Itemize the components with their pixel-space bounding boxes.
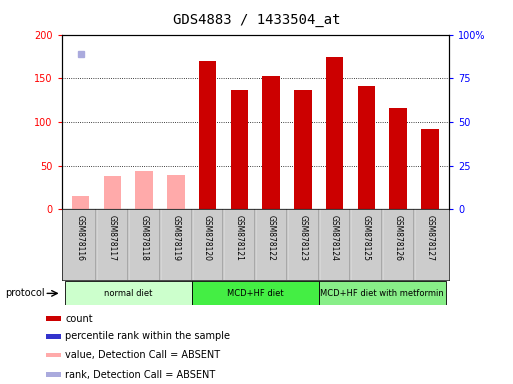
Bar [294, 91, 311, 209]
Bar [389, 108, 407, 209]
Text: MCD+HF diet with metformin: MCD+HF diet with metformin [320, 289, 444, 298]
Bar [231, 89, 248, 209]
Text: GSM878127: GSM878127 [425, 215, 435, 261]
Text: GSM878120: GSM878120 [203, 215, 212, 261]
Text: GSM878126: GSM878126 [393, 215, 403, 261]
Bar [46, 316, 61, 321]
Bar [46, 334, 61, 339]
Bar [167, 175, 185, 209]
Text: normal diet: normal diet [104, 289, 152, 298]
Bar [326, 57, 343, 209]
Text: GDS4883 / 1433504_at: GDS4883 / 1433504_at [173, 13, 340, 27]
Bar [46, 372, 61, 377]
Text: GSM878118: GSM878118 [140, 215, 149, 261]
Bar [104, 176, 121, 209]
Bar [72, 196, 89, 209]
Bar [262, 76, 280, 209]
Text: GSM878123: GSM878123 [299, 215, 307, 261]
Text: GSM878125: GSM878125 [362, 215, 371, 261]
Bar [46, 353, 61, 357]
Bar [358, 86, 375, 209]
Text: count: count [65, 314, 93, 324]
Text: GSM878116: GSM878116 [76, 215, 85, 261]
Bar [65, 281, 192, 305]
Text: GSM878122: GSM878122 [267, 215, 275, 261]
Bar [199, 61, 216, 209]
Bar [135, 171, 153, 209]
Text: value, Detection Call = ABSENT: value, Detection Call = ABSENT [65, 350, 220, 360]
Bar [192, 281, 319, 305]
Bar [421, 129, 439, 209]
Text: GSM878117: GSM878117 [108, 215, 117, 261]
Text: rank, Detection Call = ABSENT: rank, Detection Call = ABSENT [65, 370, 215, 380]
Text: GSM878121: GSM878121 [235, 215, 244, 261]
Bar [319, 281, 446, 305]
Text: MCD+HF diet: MCD+HF diet [227, 289, 284, 298]
Text: GSM878124: GSM878124 [330, 215, 339, 261]
Text: GSM878119: GSM878119 [171, 215, 181, 261]
Text: protocol: protocol [5, 288, 45, 298]
Text: percentile rank within the sample: percentile rank within the sample [65, 331, 230, 341]
